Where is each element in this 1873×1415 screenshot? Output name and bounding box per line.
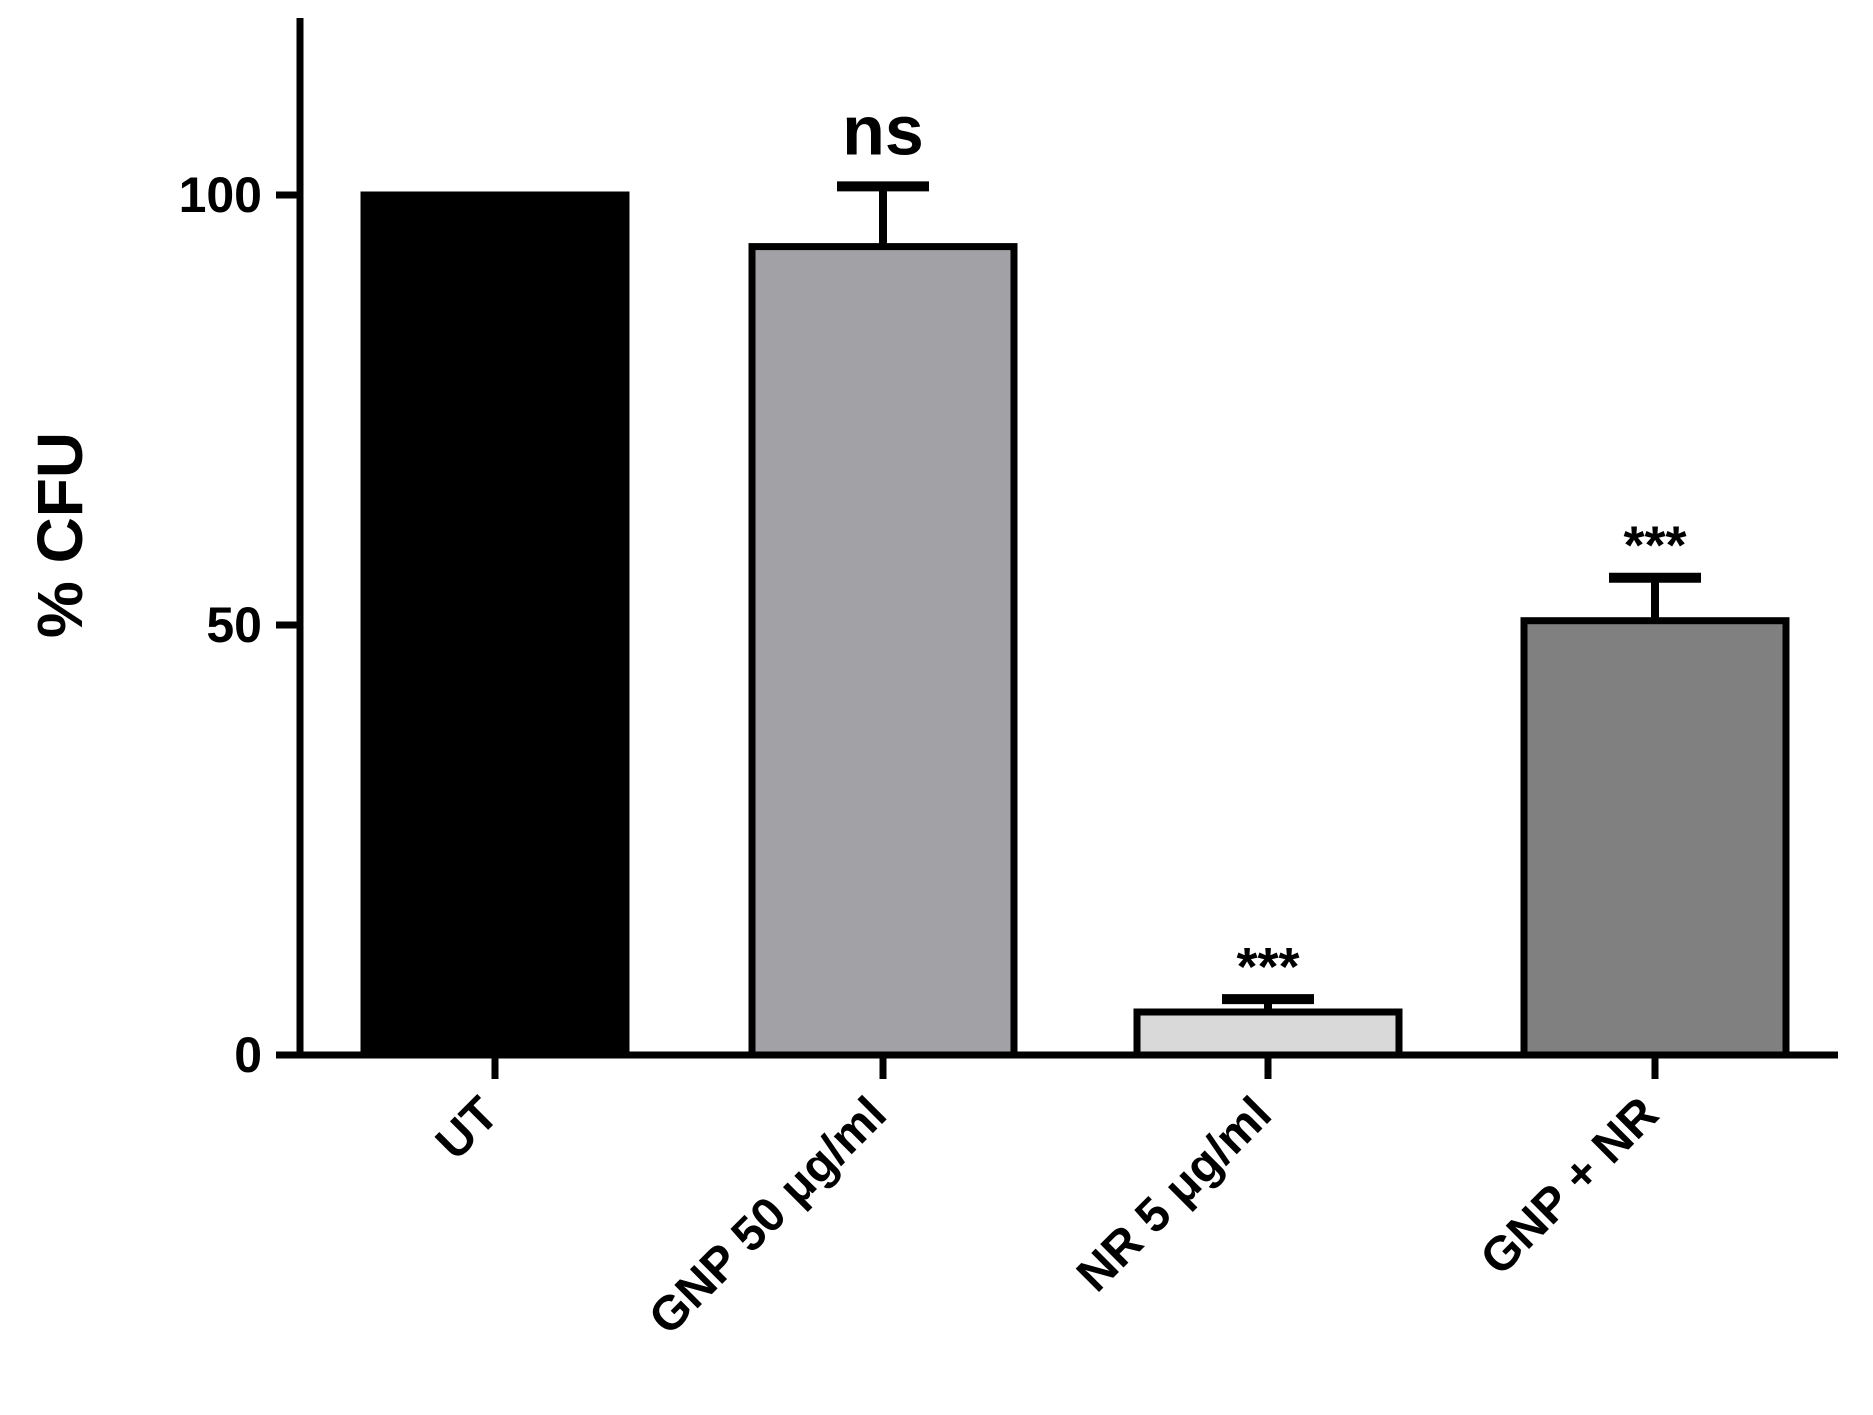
- y-tick-label-50: 50: [206, 597, 262, 653]
- annotation-gnp-50-g-ml: ns: [842, 91, 924, 169]
- x-ticks-layer: UT GNP 50 μg/ml NR 5 μg/ml GNP + NR: [426, 1055, 1669, 1345]
- y-tick-label-0: 0: [234, 1027, 262, 1083]
- error-bars-layer: [837, 181, 1701, 1012]
- annotation-nr-5-g-ml: ***: [1236, 937, 1299, 997]
- y-tick-label-100: 100: [179, 167, 262, 223]
- y-axis-label: % CFU: [24, 432, 96, 638]
- axes-layer: [296, 18, 1838, 1059]
- bar-gnp-nr: [1520, 617, 1790, 1059]
- x-tick-label-gnp-nr: GNP + NR: [1471, 1087, 1669, 1285]
- x-tick-label-gnp-50-g-ml: GNP 50 μg/ml: [639, 1087, 897, 1345]
- bar-ut: [360, 191, 630, 1059]
- x-tick-label-nr-5-g-ml: NR 5 μg/ml: [1067, 1087, 1282, 1302]
- annotations-layer: ns *** ***: [842, 91, 1686, 997]
- y-ticks-layer: 0 50 100: [179, 167, 300, 1083]
- bar-nr-5-g-ml: [1133, 1008, 1403, 1059]
- x-tick-label-ut: UT: [426, 1087, 509, 1170]
- bars-layer: [360, 191, 1790, 1059]
- annotation-gnp-nr: ***: [1623, 516, 1686, 576]
- bar-gnp-50-g-ml: [748, 243, 1018, 1059]
